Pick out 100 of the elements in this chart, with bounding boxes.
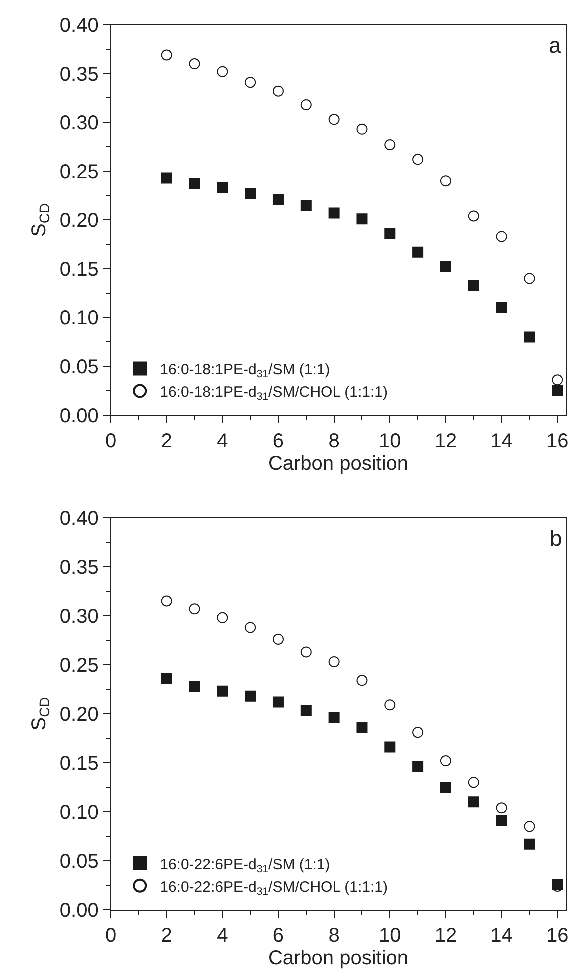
point <box>384 140 396 151</box>
point <box>245 188 256 200</box>
x-tick-label: 4 <box>217 430 228 452</box>
point <box>272 86 284 97</box>
legend-label: 16:0-18:1PE-d$_{31}$/SM (1:1) <box>160 362 330 381</box>
point <box>384 700 396 711</box>
y-tick-label: 0.00 <box>60 405 99 428</box>
y-tick-label: 0.35 <box>60 64 99 86</box>
point <box>272 696 284 708</box>
point <box>189 58 200 70</box>
point <box>412 761 424 772</box>
point <box>189 178 200 190</box>
y-tick-label: 0.25 <box>60 654 99 677</box>
point <box>300 200 312 212</box>
x-axis-title: Carbon position <box>268 948 409 970</box>
legend-label: 16:0-18:1PE-d$_{31}$/SM/CHOL (1:1:1) <box>160 384 388 404</box>
point <box>384 742 396 753</box>
point <box>328 208 340 219</box>
point <box>468 777 480 788</box>
point <box>189 681 200 692</box>
y-tick-label: 0.30 <box>60 112 99 135</box>
point <box>300 100 312 111</box>
x-tick-label: 4 <box>217 925 228 948</box>
y-tick-label: 0.40 <box>60 508 99 530</box>
point <box>356 722 368 734</box>
x-tick-label: 12 <box>434 430 458 452</box>
x-tick-label: 12 <box>434 925 458 948</box>
point <box>217 686 228 697</box>
point <box>552 385 564 396</box>
point <box>412 246 424 258</box>
point <box>217 612 228 624</box>
y-tick-label: 0.40 <box>60 15 99 37</box>
annotation: a <box>549 33 562 58</box>
point <box>496 302 508 314</box>
point <box>328 656 340 668</box>
y-tick-label: 0.15 <box>60 752 99 775</box>
point <box>217 182 228 194</box>
point <box>356 124 368 135</box>
y-tick-label: 0.05 <box>60 356 99 378</box>
point <box>245 690 256 702</box>
point <box>524 838 536 850</box>
point <box>161 596 172 607</box>
point <box>245 622 256 634</box>
point <box>496 231 508 242</box>
point <box>496 815 508 826</box>
point <box>468 796 480 808</box>
x-tick-label: 8 <box>328 925 340 948</box>
point <box>300 646 312 658</box>
point <box>272 194 284 206</box>
y-tick-label: 0.00 <box>60 900 99 922</box>
point <box>552 374 564 386</box>
y-tick-label: 0.15 <box>60 258 99 281</box>
y-tick-label: 0.20 <box>60 704 99 726</box>
point <box>524 821 536 832</box>
x-tick-label: 16 <box>546 430 569 452</box>
point <box>328 114 340 126</box>
point <box>356 675 368 686</box>
point <box>496 802 508 814</box>
x-tick-label: 8 <box>328 430 340 452</box>
x-axis-title: Carbon position <box>268 452 409 475</box>
y-tick-label: 0.10 <box>60 802 99 824</box>
point <box>524 273 536 284</box>
point <box>189 604 200 615</box>
x-tick-label: 14 <box>490 430 513 452</box>
y-tick-label: 0.10 <box>60 308 99 330</box>
x-tick-label: 2 <box>161 430 172 452</box>
x-tick-label: 10 <box>379 430 402 452</box>
point <box>161 50 172 61</box>
point <box>412 727 424 738</box>
point <box>440 176 452 187</box>
x-tick-label: 14 <box>490 925 513 948</box>
y-tick-label: 0.25 <box>60 161 99 184</box>
y-tick-label: 0.35 <box>60 556 99 579</box>
point <box>384 228 396 240</box>
y-tick-label: 0.30 <box>60 606 99 628</box>
point <box>440 782 452 793</box>
y-tick-label: 0.20 <box>60 210 99 232</box>
legend-label: 16:0-22:6PE-d$_{31}$/SM/CHOL (1:1:1) <box>160 878 388 898</box>
point <box>440 261 452 272</box>
point <box>468 280 480 292</box>
point <box>356 214 368 225</box>
point <box>245 77 256 88</box>
point <box>328 712 340 724</box>
x-tick-label: 0 <box>105 430 117 452</box>
point <box>161 172 172 184</box>
x-tick-label: 10 <box>379 925 402 948</box>
x-tick-label: 6 <box>272 430 284 452</box>
point <box>217 66 228 78</box>
x-tick-label: 6 <box>272 925 284 948</box>
point <box>468 210 480 222</box>
point <box>300 706 312 717</box>
x-tick-label: 0 <box>105 925 117 948</box>
annotation: b <box>550 526 562 551</box>
point <box>412 154 424 166</box>
point <box>524 332 536 343</box>
x-tick-label: 2 <box>161 925 172 948</box>
point <box>272 634 284 645</box>
legend-label: 16:0-22:6PE-d$_{31}$/SM (1:1) <box>160 856 330 876</box>
y-tick-label: 0.05 <box>60 850 99 873</box>
point <box>440 756 452 767</box>
